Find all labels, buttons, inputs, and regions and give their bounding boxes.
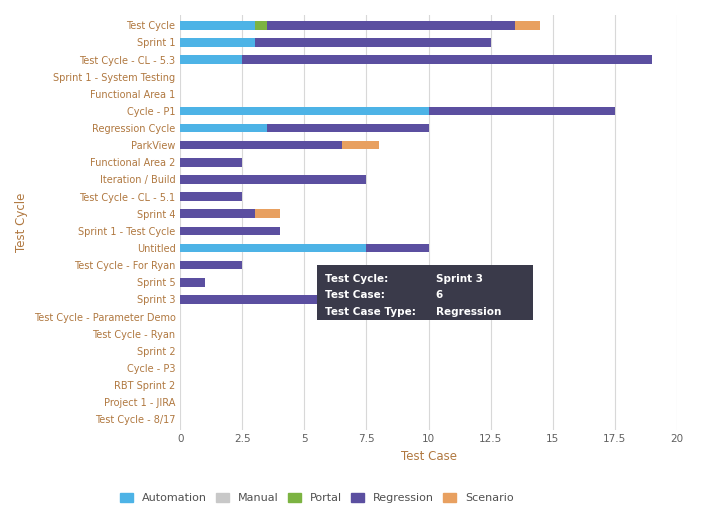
Text: Test Case:: Test Case: — [325, 290, 385, 300]
Text: 6: 6 — [436, 290, 443, 300]
Bar — [180, 175, 366, 183]
Bar — [180, 141, 342, 150]
Bar — [267, 124, 428, 133]
Text: Test Case Type:: Test Case Type: — [325, 307, 416, 317]
Bar — [243, 56, 652, 64]
Y-axis label: Test Cycle: Test Cycle — [15, 193, 28, 252]
X-axis label: Test Case: Test Case — [400, 450, 456, 463]
Bar — [180, 38, 255, 47]
Bar — [180, 124, 267, 133]
Bar — [180, 158, 243, 167]
Legend: Automation, Manual, Portal, Regression, Scenario: Automation, Manual, Portal, Regression, … — [120, 493, 514, 503]
Bar — [366, 244, 428, 252]
Bar — [180, 21, 255, 30]
Bar — [180, 244, 366, 252]
Text: Test Cycle:: Test Cycle: — [325, 274, 389, 284]
Bar — [180, 261, 243, 269]
Bar — [180, 56, 243, 64]
Text: Regression: Regression — [436, 307, 501, 317]
Bar — [180, 295, 329, 304]
Bar — [255, 209, 279, 218]
Bar — [180, 107, 428, 115]
Bar — [516, 21, 540, 30]
Bar — [180, 227, 279, 235]
Bar — [342, 141, 379, 150]
Bar — [267, 21, 516, 30]
Text: Sprint 3: Sprint 3 — [436, 274, 482, 284]
Bar — [255, 38, 490, 47]
Bar — [255, 21, 267, 30]
Bar — [180, 192, 243, 201]
Bar — [428, 107, 615, 115]
Bar — [180, 209, 255, 218]
Bar — [180, 278, 205, 286]
